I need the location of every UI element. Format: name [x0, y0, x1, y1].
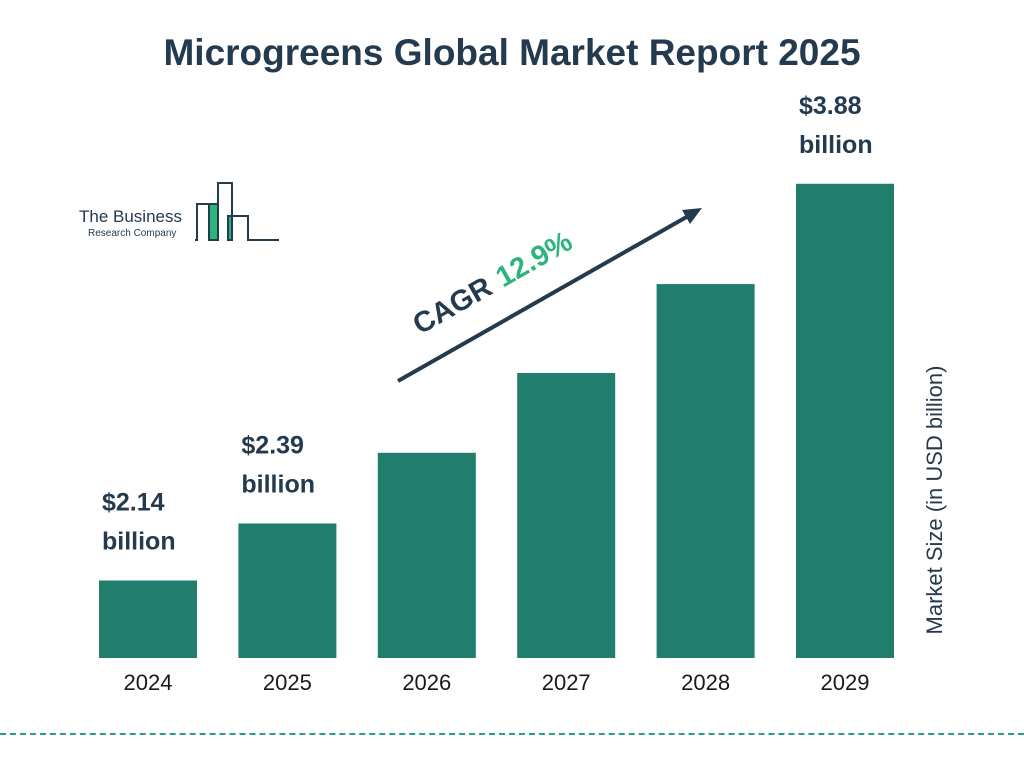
logo: The Business Research Company	[79, 182, 279, 241]
x-tick-label: 2027	[542, 670, 591, 695]
divider	[0, 733, 1024, 735]
cagr-arrow	[397, 208, 702, 383]
bar-2027	[517, 373, 616, 658]
logo-text-2: Research Company	[88, 228, 176, 239]
data-label-unit: billion	[241, 470, 315, 498]
bar-2026	[377, 452, 476, 658]
bar-2024	[99, 580, 197, 658]
bar-2025	[238, 523, 337, 658]
cagr-annotation: CAGR12.9%	[408, 225, 578, 341]
bar-2028	[656, 284, 755, 658]
data-label-value: $2.14	[102, 488, 165, 516]
data-label-unit: billion	[799, 131, 873, 159]
y-axis-label: Market Size (in USD billion)	[922, 366, 947, 635]
x-tick-label: 2024	[124, 670, 173, 695]
x-tick-label: 2028	[681, 670, 730, 695]
data-label-value: $2.39	[241, 431, 304, 459]
x-tick-label: 2029	[821, 670, 870, 695]
cagr-value: 12.9%	[491, 225, 578, 294]
x-tick-label: 2025	[263, 670, 312, 695]
chart-title: Microgreens Global Market Report 2025	[163, 32, 861, 73]
bar-2029	[796, 183, 894, 658]
x-tick-label: 2026	[402, 670, 451, 695]
data-label-value: $3.88	[799, 92, 862, 120]
logo-text-1: The Business	[79, 207, 182, 226]
data-label-unit: billion	[102, 527, 176, 555]
